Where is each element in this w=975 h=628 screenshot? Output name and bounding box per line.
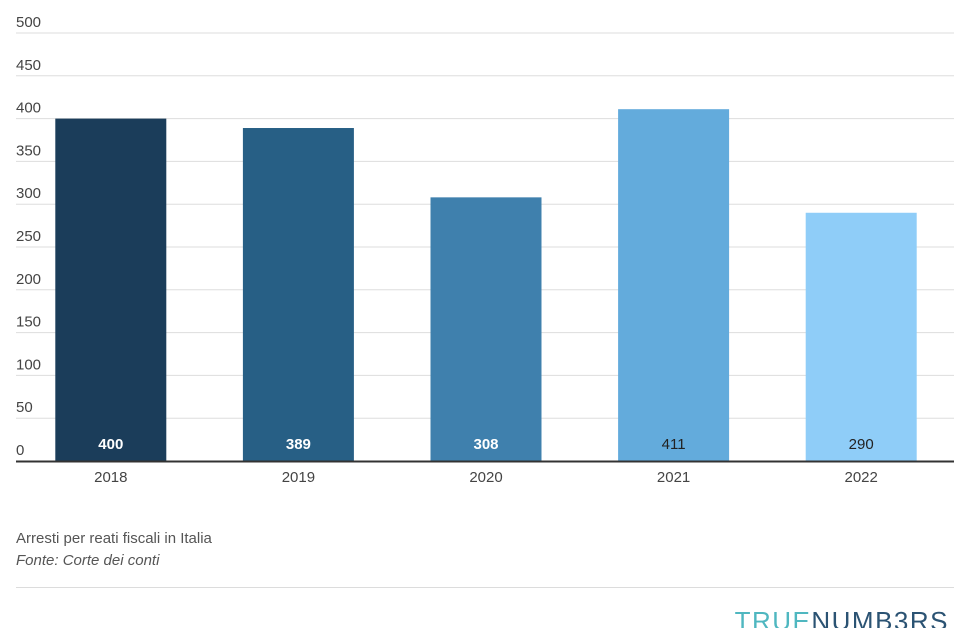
y-tick-label: 400 — [16, 100, 41, 117]
brand-logo-part2: NUMB3RS — [811, 606, 949, 628]
data-label: 389 — [286, 436, 311, 453]
bar — [618, 109, 730, 462]
chart-caption: Arresti per reati fiscali in Italia Font… — [16, 528, 212, 572]
y-tick-label: 150 — [16, 314, 41, 331]
x-tick-label: 2020 — [469, 469, 502, 486]
y-tick-label: 350 — [16, 142, 41, 159]
y-tick-label: 100 — [16, 356, 41, 373]
bar — [805, 212, 917, 461]
data-label: 400 — [98, 436, 123, 453]
chart-source: Fonte: Corte dei conti — [16, 552, 160, 569]
bar — [430, 197, 542, 462]
data-label: 308 — [473, 436, 498, 453]
y-tick-label: 200 — [16, 271, 41, 288]
bar-chart: 0 50 100 150 200 250 300 350 400 450 500 400 2018 389… — [16, 14, 954, 486]
data-label: 411 — [662, 436, 686, 453]
x-tick-label: 2018 — [94, 469, 127, 486]
footer-divider — [16, 587, 954, 588]
y-tick-label: 0 — [16, 442, 24, 459]
bar — [55, 118, 167, 461]
y-tick-label: 50 — [16, 399, 33, 416]
x-tick-label: 2021 — [657, 469, 690, 486]
y-tick-label: 250 — [16, 228, 41, 245]
brand-logo-part1: TRUE — [734, 606, 812, 628]
y-tick-label: 500 — [16, 14, 41, 31]
y-tick-label: 450 — [16, 57, 41, 74]
chart-title: Arresti per reati fiscali in Italia — [16, 530, 212, 547]
bar — [242, 128, 354, 462]
brand-logo: TRUENUMB3RS — [735, 606, 949, 628]
x-tick-label: 2022 — [845, 469, 878, 486]
y-tick-label: 300 — [16, 185, 41, 202]
data-label: 290 — [849, 436, 874, 453]
x-tick-label: 2019 — [282, 469, 315, 486]
